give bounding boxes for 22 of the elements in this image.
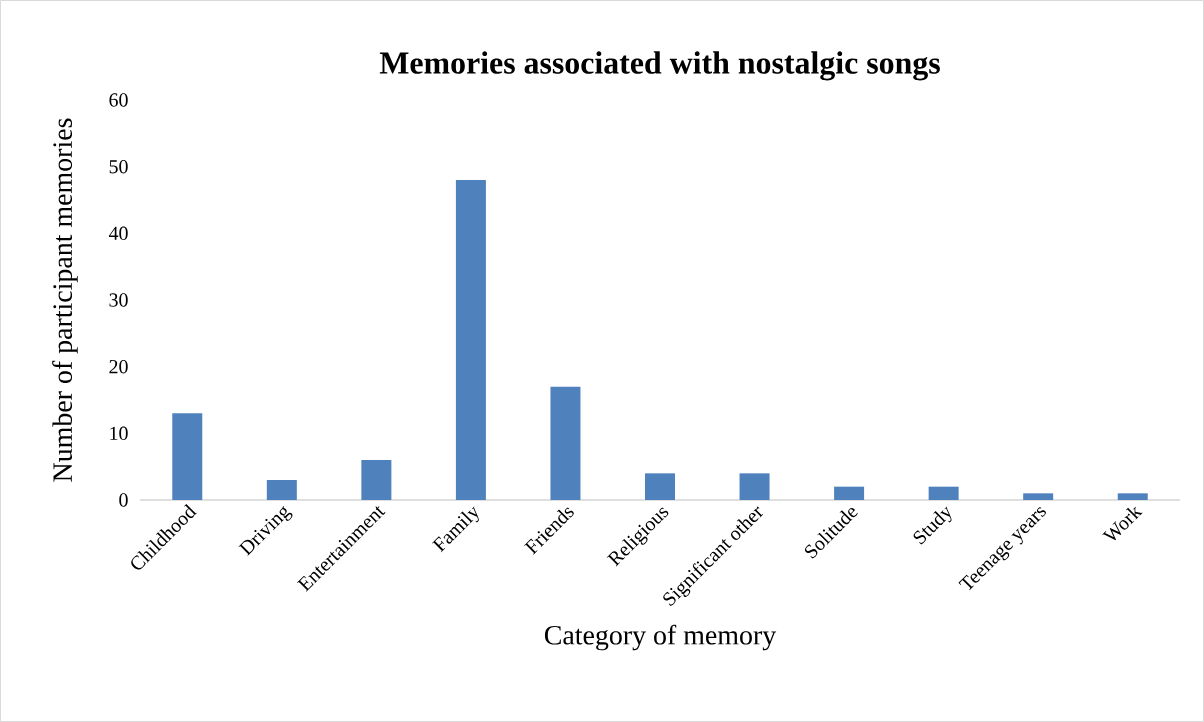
bar: [739, 473, 770, 500]
chart-title: Memories associated with nostalgic songs: [379, 51, 940, 81]
bar: [645, 473, 675, 500]
y-axis-title: Number of participant memories: [52, 118, 78, 482]
y-tick-label: 20: [109, 359, 128, 374]
bar: [1117, 493, 1148, 500]
y-tick-label: 10: [110, 426, 128, 441]
bar: [928, 486, 959, 500]
y-tick-label: 60: [109, 93, 128, 107]
bar: [550, 386, 581, 500]
bar: [1023, 493, 1054, 500]
bar: [455, 180, 486, 500]
y-tick-label: 40: [108, 226, 128, 241]
bar: [172, 413, 203, 500]
y-tick-label: 30: [109, 293, 128, 307]
x-axis-title: Category of memory: [544, 624, 777, 651]
bar: [361, 460, 392, 500]
y-tick-label: 0: [119, 493, 128, 507]
y-tick-label: 50: [109, 159, 128, 174]
bar: [266, 480, 297, 500]
bar: [834, 486, 865, 500]
x-tick-label: Work: [1102, 506, 1143, 541]
